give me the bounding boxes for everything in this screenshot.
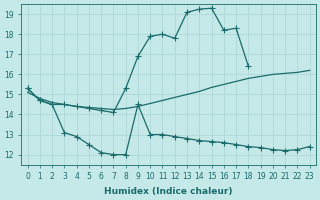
- X-axis label: Humidex (Indice chaleur): Humidex (Indice chaleur): [104, 187, 233, 196]
